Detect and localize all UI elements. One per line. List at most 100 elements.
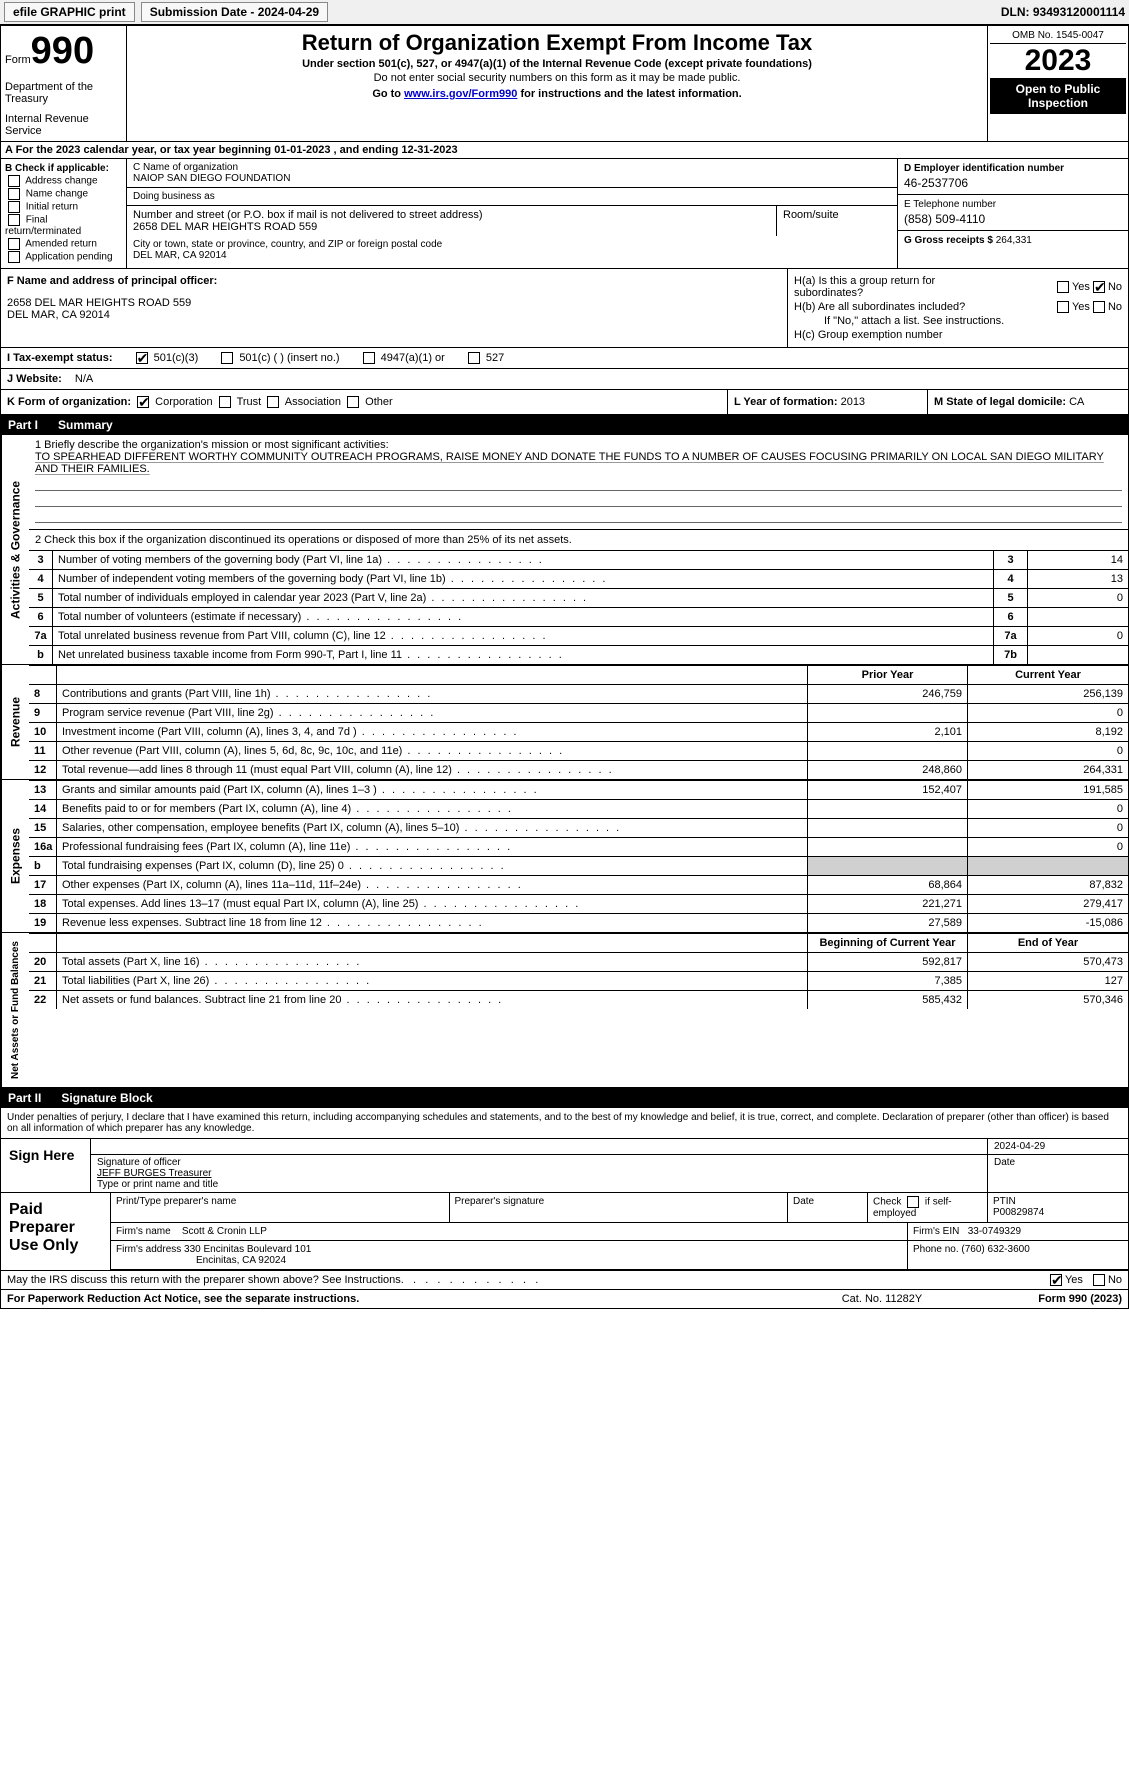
firm-addr2: Encinitas, CA 92024 bbox=[196, 1255, 286, 1266]
fin-header1: Prior Year Current Year bbox=[29, 665, 1128, 684]
chk-other[interactable] bbox=[347, 396, 359, 408]
form-990: 990 bbox=[31, 30, 94, 72]
col-h: H(a) Is this a group return forsubordina… bbox=[788, 269, 1128, 347]
sig-date-row: 2024-04-29 bbox=[91, 1139, 1128, 1154]
chk-trust[interactable] bbox=[219, 396, 231, 408]
sign-right: 2024-04-29 Signature of officer JEFF BUR… bbox=[91, 1139, 1128, 1192]
chk-final-return[interactable]: Final return/terminated bbox=[5, 214, 122, 237]
firm-ein: 33-0749329 bbox=[968, 1226, 1021, 1237]
discuss-row: May the IRS discuss this return with the… bbox=[0, 1271, 1129, 1290]
paperwork-notice: For Paperwork Reduction Act Notice, see … bbox=[7, 1293, 802, 1305]
main-title: Return of Organization Exempt From Incom… bbox=[131, 30, 983, 56]
net-line-22: 22Net assets or fund balances. Subtract … bbox=[29, 990, 1128, 1009]
hb-yes[interactable] bbox=[1057, 301, 1069, 313]
revenue-line-9: 9Program service revenue (Part VIII, lin… bbox=[29, 703, 1128, 722]
hb-row: H(b) Are all subordinates included? Yes … bbox=[794, 301, 1122, 313]
discuss-no[interactable] bbox=[1093, 1274, 1105, 1286]
expense-line-b: bTotal fundraising expenses (Part IX, co… bbox=[29, 856, 1128, 875]
gov-line-3: 3Number of voting members of the governi… bbox=[29, 550, 1128, 569]
firm-phone: (760) 632-3600 bbox=[961, 1244, 1029, 1255]
hb-note: If "No," attach a list. See instructions… bbox=[824, 315, 1122, 327]
expense-line-15: 15Salaries, other compensation, employee… bbox=[29, 818, 1128, 837]
revenue-section: Revenue Prior Year Current Year 8Contrib… bbox=[0, 665, 1129, 780]
chk-self-employed[interactable] bbox=[907, 1196, 919, 1208]
revenue-line-10: 10Investment income (Part VIII, column (… bbox=[29, 722, 1128, 741]
revenue-content: Prior Year Current Year 8Contributions a… bbox=[29, 665, 1128, 779]
hc-row: H(c) Group exemption number bbox=[794, 329, 1122, 341]
expense-line-19: 19Revenue less expenses. Subtract line 1… bbox=[29, 913, 1128, 932]
prep-row2: Firm's name Scott & Cronin LLP Firm's EI… bbox=[111, 1223, 1128, 1241]
ein: 46-2537706 bbox=[904, 176, 1122, 190]
ha-no[interactable] bbox=[1093, 281, 1105, 293]
ag-content: 1 Briefly describe the organization's mi… bbox=[29, 435, 1128, 664]
row-i: I Tax-exempt status: 501(c)(3) 501(c) ( … bbox=[0, 348, 1129, 369]
expense-line-14: 14Benefits paid to or for members (Part … bbox=[29, 799, 1128, 818]
chk-501c3[interactable] bbox=[136, 352, 148, 364]
omb: OMB No. 1545-0047 bbox=[990, 28, 1126, 44]
expense-line-18: 18Total expenses. Add lines 13–17 (must … bbox=[29, 894, 1128, 913]
chk-4947[interactable] bbox=[363, 352, 375, 364]
tel-row: E Telephone number (858) 509-4110 bbox=[898, 195, 1128, 231]
gov-line-4: 4Number of independent voting members of… bbox=[29, 569, 1128, 588]
year-cell: OMB No. 1545-0047 2023 Open to Public In… bbox=[988, 26, 1128, 141]
line2: 2 Check this box if the organization dis… bbox=[29, 529, 1128, 550]
chk-address-change[interactable]: Address change bbox=[5, 175, 122, 187]
col-d: D Employer identification number 46-2537… bbox=[898, 159, 1128, 268]
vlabel-net: Net Assets or Fund Balances bbox=[1, 933, 29, 1087]
irs-link[interactable]: www.irs.gov/Form990 bbox=[404, 88, 517, 100]
topbar: efile GRAPHIC print Submission Date - 20… bbox=[0, 0, 1129, 25]
vlabel-ag: Activities & Governance bbox=[1, 435, 29, 664]
chk-initial-return[interactable]: Initial return bbox=[5, 201, 122, 213]
vlabel-revenue: Revenue bbox=[1, 665, 29, 779]
net-line-21: 21Total liabilities (Part X, line 26)7,3… bbox=[29, 971, 1128, 990]
chk-501c[interactable] bbox=[221, 352, 233, 364]
officer-addr1: 2658 DEL MAR HEIGHTS ROAD 559 bbox=[7, 297, 781, 309]
expense-line-17: 17Other expenses (Part IX, column (A), l… bbox=[29, 875, 1128, 894]
gov-line-6: 6Total number of volunteers (estimate if… bbox=[29, 607, 1128, 626]
gov-line-b: bNet unrelated business taxable income f… bbox=[29, 645, 1128, 664]
subtitle: Under section 501(c), 527, or 4947(a)(1)… bbox=[131, 58, 983, 70]
vlabel-expenses: Expenses bbox=[1, 780, 29, 932]
ha-yes[interactable] bbox=[1057, 281, 1069, 293]
website: N/A bbox=[75, 373, 93, 385]
expense-line-13: 13Grants and similar amounts paid (Part … bbox=[29, 780, 1128, 799]
row-j: J Website: N/A bbox=[0, 369, 1129, 390]
street-row: Number and street (or P.O. box if mail i… bbox=[127, 206, 897, 236]
mission-text: TO SPEARHEAD DIFFERENT WORTHY COMMUNITY … bbox=[35, 451, 1122, 475]
section-bc: B Check if applicable: Address change Na… bbox=[0, 159, 1129, 269]
net-content: Beginning of Current Year End of Year 20… bbox=[29, 933, 1128, 1087]
firm-addr1: 330 Encinitas Boulevard 101 bbox=[184, 1244, 311, 1255]
preparer-label: Paid Preparer Use Only bbox=[1, 1193, 111, 1270]
ha-row: H(a) Is this a group return forsubordina… bbox=[794, 275, 1122, 299]
net-section: Net Assets or Fund Balances Beginning of… bbox=[0, 933, 1129, 1088]
firm-name: Scott & Cronin LLP bbox=[182, 1226, 267, 1237]
title-cell: Return of Organization Exempt From Incom… bbox=[127, 26, 988, 141]
open-public: Open to Public Inspection bbox=[990, 78, 1126, 114]
col-f: F Name and address of principal officer:… bbox=[1, 269, 788, 347]
chk-assoc[interactable] bbox=[267, 396, 279, 408]
city-row: City or town, state or province, country… bbox=[127, 236, 897, 264]
chk-corp[interactable] bbox=[137, 396, 149, 408]
chk-application-pending[interactable]: Application pending bbox=[5, 251, 122, 263]
dept-treasury: Department of the Treasury bbox=[5, 81, 122, 105]
section-fh: F Name and address of principal officer:… bbox=[0, 269, 1129, 348]
sig-date: 2024-04-29 bbox=[988, 1139, 1128, 1154]
officer-name: JEFF BURGES Treasurer bbox=[97, 1168, 981, 1179]
gov-line-7a: 7aTotal unrelated business revenue from … bbox=[29, 626, 1128, 645]
dln: DLN: 93493120001114 bbox=[1001, 5, 1125, 19]
expense-line-16a: 16aProfessional fundraising fees (Part I… bbox=[29, 837, 1128, 856]
col-c: C Name of organization NAIOP SAN DIEGO F… bbox=[127, 159, 898, 268]
col-b-title: B Check if applicable: bbox=[5, 163, 122, 174]
hb-no[interactable] bbox=[1093, 301, 1105, 313]
cat-no: Cat. No. 11282Y bbox=[802, 1293, 962, 1305]
chk-name-change[interactable]: Name change bbox=[5, 188, 122, 200]
fin-header2: Beginning of Current Year End of Year bbox=[29, 933, 1128, 952]
chk-amended-return[interactable]: Amended return bbox=[5, 238, 122, 250]
chk-527[interactable] bbox=[468, 352, 480, 364]
discuss-yes[interactable] bbox=[1050, 1274, 1062, 1286]
revenue-line-11: 11Other revenue (Part VIII, column (A), … bbox=[29, 741, 1128, 760]
officer-addr2: DEL MAR, CA 92014 bbox=[7, 309, 781, 321]
form-header: Form990 Department of the Treasury Inter… bbox=[0, 25, 1129, 142]
efile-print-button[interactable]: efile GRAPHIC print bbox=[4, 2, 135, 22]
mission-box: 1 Briefly describe the organization's mi… bbox=[29, 435, 1128, 529]
